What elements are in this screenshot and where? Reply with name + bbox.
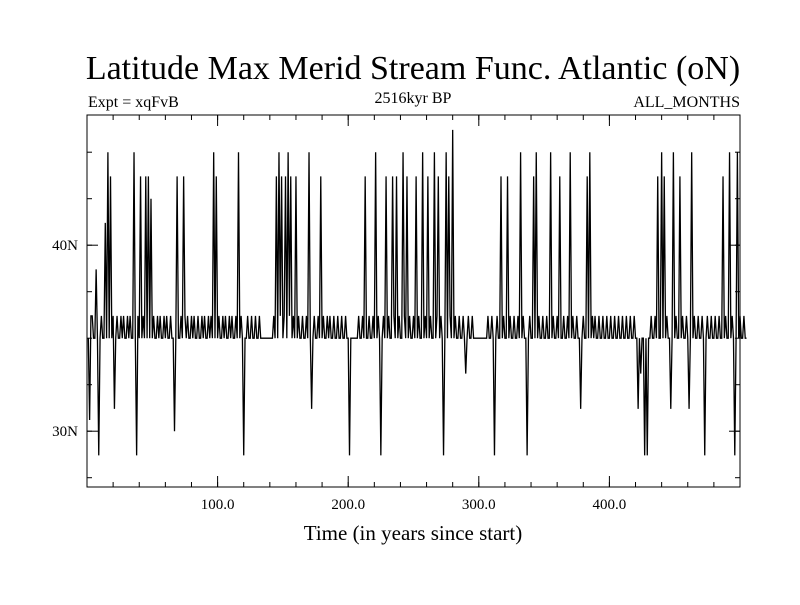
x-tick-label: 200.0 (331, 497, 365, 513)
series-layer (87, 129, 747, 456)
x-tick-label: 100.0 (201, 497, 235, 513)
axes: 100.0 200.0 300.0 400.0 30N 40N (52, 115, 740, 513)
plot-frame (86, 114, 741, 488)
x-axis-label: Time (in years since start) (304, 521, 523, 545)
experiment-label: Expt = xqFvB (88, 94, 179, 111)
chart-title: Latitude Max Merid Stream Func. Atlantic… (86, 50, 740, 87)
y-tick-label: 30N (52, 424, 78, 440)
period-label: 2516kyr BP (375, 90, 452, 107)
y-tick-label: 40N (52, 238, 78, 254)
x-tick-label: 400.0 (593, 497, 627, 513)
x-tick-label: 300.0 (462, 497, 496, 513)
series-line (87, 129, 747, 456)
months-label: ALL_MONTHS (633, 94, 740, 111)
